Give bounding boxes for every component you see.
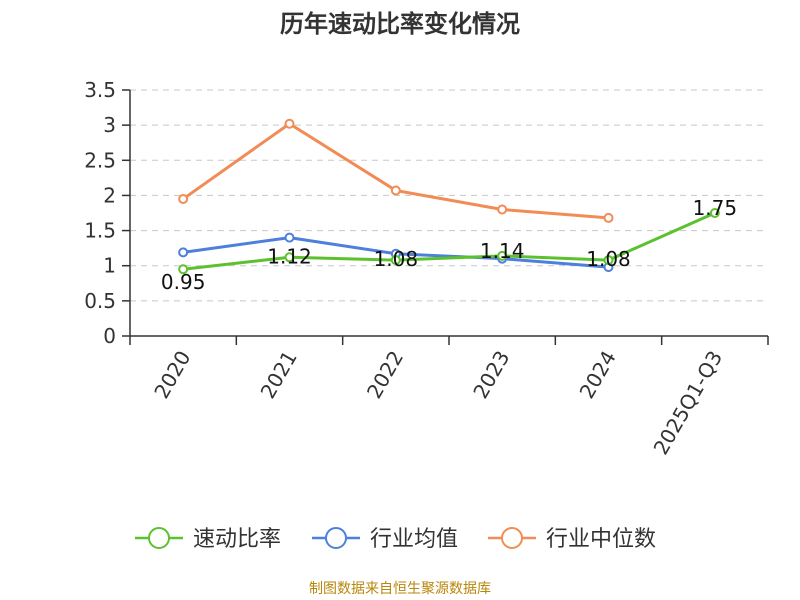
series-point-3 bbox=[603, 212, 614, 223]
x-tick-label: 2024 bbox=[575, 347, 621, 403]
series-point-3 bbox=[284, 118, 295, 129]
legend-marker bbox=[325, 527, 347, 549]
y-tick-label: 1 bbox=[103, 254, 116, 278]
x-tick-label: 2023 bbox=[468, 346, 514, 402]
legend-label: 行业中位数 bbox=[546, 527, 656, 552]
legend-label: 行业均值 bbox=[370, 527, 458, 552]
x-tick-label: 2025Q1-Q3 bbox=[648, 347, 727, 459]
series-point-1 bbox=[284, 252, 295, 263]
legend-label: 速动比率 bbox=[193, 527, 281, 552]
series-point-1 bbox=[603, 255, 614, 266]
series-point-2 bbox=[284, 232, 295, 243]
x-tick-label: 2020 bbox=[149, 347, 195, 403]
data-label: 1.12 bbox=[267, 244, 312, 268]
y-tick-label: 0 bbox=[103, 324, 116, 348]
series-point-2 bbox=[178, 247, 189, 258]
data-label: 1.08 bbox=[586, 247, 631, 271]
series-line-3 bbox=[182, 122, 609, 220]
series-point-1 bbox=[390, 255, 401, 266]
legend-marker bbox=[148, 527, 170, 549]
data-label: 1.75 bbox=[693, 196, 738, 220]
series-line-1 bbox=[182, 211, 716, 271]
series-point-1 bbox=[497, 250, 508, 261]
y-tick-label: 3 bbox=[103, 113, 116, 137]
source-note: 制图数据来自恒生聚源数据库 bbox=[309, 581, 491, 597]
y-tick-label: 3.5 bbox=[84, 78, 116, 102]
chart-title: 历年速动比率变化情况 bbox=[280, 10, 520, 38]
y-tick-label: 1.5 bbox=[84, 219, 116, 243]
series-point-1 bbox=[709, 208, 720, 218]
series-point-3 bbox=[178, 193, 189, 204]
data-label: 0.95 bbox=[161, 270, 206, 294]
y-tick-label: 2 bbox=[103, 183, 116, 207]
x-tick-label: 2021 bbox=[256, 347, 302, 403]
y-tick-label: 2.5 bbox=[84, 148, 116, 172]
series-point-3 bbox=[390, 185, 401, 196]
y-tick-label: 0.5 bbox=[84, 289, 116, 313]
legend-marker bbox=[501, 527, 523, 549]
series-point-1 bbox=[178, 264, 189, 275]
data-label: 1.14 bbox=[480, 239, 525, 263]
series-point-3 bbox=[497, 204, 508, 215]
x-tick-label: 2022 bbox=[362, 347, 408, 403]
data-label: 1.08 bbox=[374, 247, 419, 271]
